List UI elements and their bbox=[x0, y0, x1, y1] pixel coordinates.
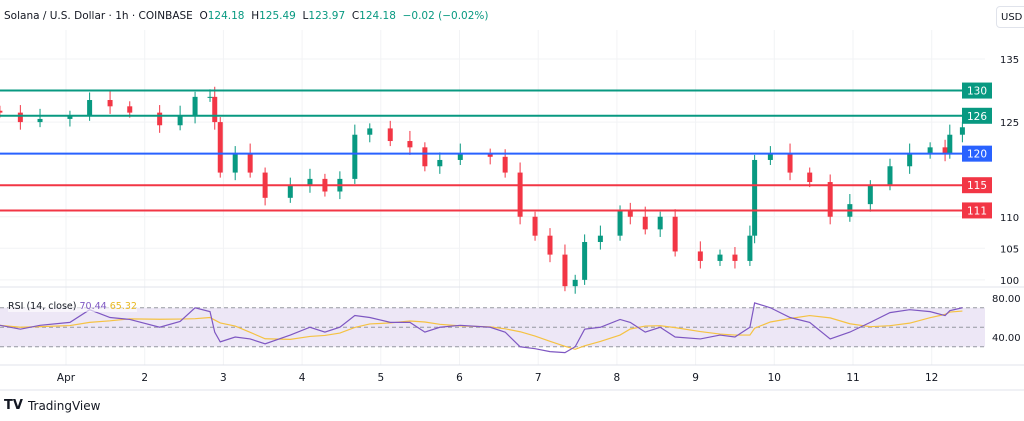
candle-body bbox=[767, 153, 773, 160]
level-label-box bbox=[962, 177, 992, 194]
level-label-box bbox=[962, 107, 992, 124]
change-value: −0.02 (−0.02%) bbox=[402, 10, 489, 22]
level-label: 115 bbox=[967, 180, 987, 192]
candle-body bbox=[959, 127, 965, 135]
open-value: 124.18 bbox=[207, 10, 245, 22]
candle-body bbox=[127, 106, 133, 113]
level-label: 111 bbox=[967, 205, 987, 217]
candle-body bbox=[307, 178, 313, 186]
tradingview-logo-icon: TV bbox=[4, 398, 23, 413]
time-tick-label: 3 bbox=[220, 372, 227, 384]
candle-body bbox=[752, 159, 758, 236]
level-label-box bbox=[962, 82, 992, 99]
candle-body bbox=[247, 153, 253, 173]
candle-body bbox=[422, 147, 428, 167]
level-label-box bbox=[962, 145, 992, 162]
candle-body bbox=[597, 235, 603, 242]
candle-body bbox=[517, 172, 523, 217]
symbol-title: Solana / U.S. Dollar · 1h · COINBASE bbox=[4, 10, 193, 22]
candle-body bbox=[657, 216, 663, 230]
candle-body bbox=[87, 100, 93, 116]
time-tick-label: 2 bbox=[141, 372, 148, 384]
high-value: 125.49 bbox=[259, 10, 296, 22]
time-tick-label: 6 bbox=[456, 372, 463, 384]
candle-body bbox=[212, 96, 218, 123]
candle-body bbox=[747, 235, 753, 261]
time-tick-label: 9 bbox=[692, 372, 699, 384]
rsi-legend: RSI (14, close) 70.44 65.32 bbox=[8, 301, 137, 312]
candle-body bbox=[732, 254, 738, 261]
candle-body bbox=[502, 156, 508, 173]
candle-body bbox=[927, 147, 933, 154]
rsi-tick-label: 40.00 bbox=[992, 333, 1021, 344]
candle-body bbox=[37, 118, 43, 123]
candle-body bbox=[67, 115, 73, 119]
rsi-tick-label: 80.00 bbox=[992, 294, 1021, 305]
time-tick-label: 11 bbox=[846, 372, 859, 384]
candle-body bbox=[697, 251, 703, 261]
candle-body bbox=[217, 122, 223, 173]
candle-body bbox=[907, 153, 913, 167]
candle-body bbox=[717, 254, 723, 261]
candle-body bbox=[177, 115, 183, 126]
time-tick-label: 8 bbox=[614, 372, 621, 384]
price-tick-label: 100 bbox=[1000, 276, 1019, 287]
candle-body bbox=[367, 128, 373, 135]
candle-body bbox=[887, 166, 893, 186]
low-value: 123.97 bbox=[308, 10, 346, 22]
candle-body bbox=[17, 112, 23, 123]
rsi-ma-line bbox=[0, 310, 963, 350]
time-tick-label: 12 bbox=[925, 372, 938, 384]
candle-body bbox=[157, 112, 163, 126]
candle-body bbox=[867, 185, 873, 205]
time-tick-label: 7 bbox=[535, 372, 542, 384]
price-tick-label: 125 bbox=[1000, 118, 1019, 129]
level-label-box bbox=[962, 202, 992, 219]
time-tick-label: Apr bbox=[57, 372, 76, 384]
candle-body bbox=[287, 185, 293, 198]
candle-body bbox=[192, 96, 198, 116]
close-value: 124.18 bbox=[359, 10, 396, 22]
candle-body bbox=[232, 153, 238, 173]
candle-body bbox=[572, 279, 578, 287]
candle-body bbox=[207, 96, 213, 98]
candle-body bbox=[627, 210, 633, 217]
candle-body bbox=[582, 241, 588, 280]
candle-body bbox=[387, 128, 393, 142]
candle-body bbox=[457, 153, 463, 160]
candle-body bbox=[642, 216, 648, 230]
candle-body bbox=[107, 100, 113, 107]
rsi-value: 70.44 bbox=[79, 301, 107, 312]
candle-body bbox=[437, 159, 443, 167]
candle-body bbox=[0, 110, 3, 113]
symbol-legend: Solana / U.S. Dollar · 1h · COINBASE O12… bbox=[4, 10, 489, 22]
time-tick-label: 4 bbox=[299, 372, 306, 384]
level-label: 126 bbox=[967, 111, 987, 123]
rsi-ma-value: 65.32 bbox=[109, 301, 137, 312]
candle-body bbox=[942, 147, 948, 154]
candle-body bbox=[807, 172, 813, 183]
candle-body bbox=[547, 235, 553, 255]
candle-body bbox=[617, 210, 623, 236]
rsi-line bbox=[0, 302, 963, 354]
price-tick-label: 105 bbox=[1000, 244, 1019, 255]
candle-body bbox=[352, 134, 358, 179]
candle-body bbox=[532, 216, 538, 236]
time-tick-label: 5 bbox=[377, 372, 384, 384]
level-label: 130 bbox=[967, 86, 987, 98]
tradingview-logo[interactable]: TV TradingView bbox=[4, 398, 101, 413]
price-tick-label: 135 bbox=[1000, 55, 1019, 66]
candle-body bbox=[947, 134, 953, 154]
candle-body bbox=[562, 254, 568, 287]
level-label: 120 bbox=[967, 149, 987, 161]
candle-body bbox=[407, 141, 413, 148]
price-tick-label: 110 bbox=[1000, 213, 1019, 224]
candle-body bbox=[487, 153, 493, 157]
candle-body bbox=[672, 216, 678, 252]
candle-body bbox=[827, 182, 833, 217]
candle-body bbox=[787, 153, 793, 173]
currency-button[interactable]: USD bbox=[996, 6, 1024, 28]
time-tick-label: 10 bbox=[768, 372, 781, 384]
